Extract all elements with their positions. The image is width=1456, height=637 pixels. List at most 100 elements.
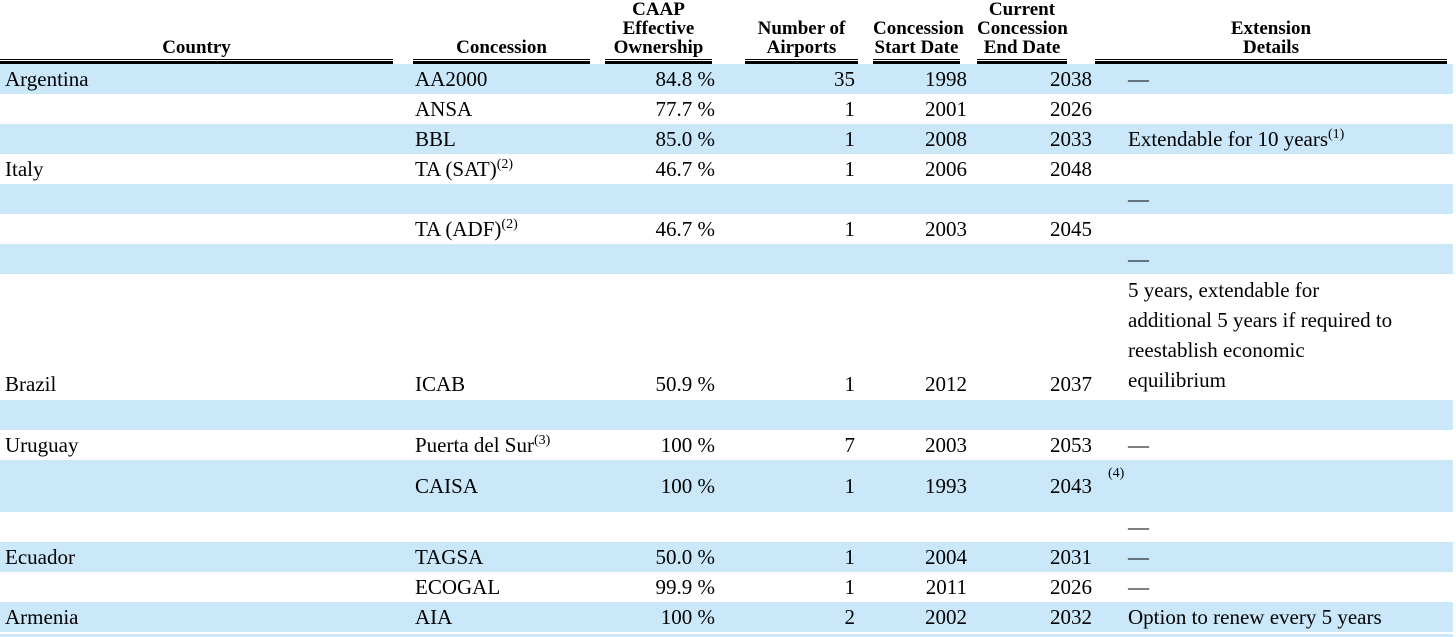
cell-extension: [1095, 460, 1453, 512]
cell-concession: Puerta del Sur(3): [415, 433, 551, 457]
cell-country: [0, 460, 406, 512]
cell-extension: [1095, 400, 1453, 430]
cell-airports: 1: [844, 575, 856, 599]
column-header-ownership-label: CAAP Effective Ownership: [613, 0, 704, 58]
column-header-extension: Extension Details: [1095, 0, 1453, 64]
column-header-extension-label: Extension Details: [1230, 18, 1312, 58]
cell-end-date: 2048: [1050, 157, 1092, 181]
cell-ownership: 100 %: [660, 605, 715, 629]
cell-end-date: 2031: [1050, 545, 1092, 569]
cell-airports: 1: [844, 97, 856, 121]
cell-start-date: 2006: [925, 157, 967, 181]
header-rule: [1095, 59, 1447, 60]
cell-extension: —: [1128, 67, 1149, 91]
cell-airports: 1: [844, 127, 856, 151]
cell-extension: —: [1128, 575, 1149, 599]
table-row: Uruguay Puerta del Sur(3) 100 % 7 2003 2…: [0, 430, 1453, 460]
cell-country: Armenia: [5, 605, 79, 629]
cell-start-date: [873, 184, 977, 214]
cell-country: [0, 244, 406, 274]
cell-end-date: [977, 512, 1095, 542]
header-row: Country Concession CAAP Effective Owners…: [0, 0, 1453, 64]
cell-end-date: 2043 (4): [1050, 466, 1125, 499]
cell-ownership: 84.8 %: [655, 67, 716, 91]
cell-airports: [730, 512, 873, 542]
cell-end-date: [977, 244, 1095, 274]
cell-extension: Option to renew every 5 years: [1128, 605, 1382, 629]
cell-airports: 2: [844, 605, 856, 629]
cell-airports: 7: [844, 433, 856, 457]
cell-ownership: 77.7 %: [655, 97, 716, 121]
cell-extension: —: [1128, 515, 1149, 539]
table-row: Italy TA (SAT)(2) 46.7 % 1 2006 2048: [0, 154, 1453, 184]
cell-end-date: 2037: [1050, 372, 1092, 396]
cell-extension: —: [1128, 433, 1149, 457]
cell-airports: 35: [834, 67, 855, 91]
cell-ownership: 100 %: [660, 433, 715, 457]
cell-country: Italy: [5, 157, 44, 181]
cell-ownership: [590, 512, 730, 542]
column-header-start-date: Concession Start Date: [873, 0, 977, 64]
cell-start-date: 1998: [925, 67, 967, 91]
cell-airports: 1: [844, 157, 856, 181]
table-row: ANSA 77.7 % 1 2001 2026: [0, 94, 1453, 124]
cell-concession: CAISA: [415, 474, 479, 498]
cell-airports: [730, 184, 873, 214]
cell-ownership: 99.9 %: [655, 575, 716, 599]
cell-end-date: 2032: [1050, 605, 1092, 629]
cell-concession: TA (ADF)(2): [415, 217, 518, 241]
cell-start-date: 2008: [925, 127, 967, 151]
table-row: —: [0, 512, 1453, 542]
cell-ownership: 100 %: [660, 474, 715, 498]
partial-next-row-highlight: [0, 634, 1453, 637]
table-row: Brazil ICAB 50.9 % 1 2012 2037 5 years, …: [0, 274, 1453, 400]
cell-extension: 5 years, extendable for additional 5 yea…: [1128, 278, 1393, 392]
cell-ownership: 50.0 %: [655, 545, 716, 569]
cell-ownership: 46.7 %: [655, 217, 716, 241]
cell-airports: [730, 400, 873, 430]
cell-ownership: [590, 244, 730, 274]
cell-concession: AA2000: [415, 67, 488, 91]
cell-start-date: 2003: [925, 433, 967, 457]
table-row: Argentina AA2000 84.8 % 35 1998 2038 —: [0, 64, 1453, 94]
cell-start-date: 2002: [925, 605, 967, 629]
footnote-ref: (1): [1328, 127, 1345, 142]
cell-airports: 1: [844, 217, 856, 241]
cell-concession: ICAB: [415, 372, 466, 396]
cell-extension: —: [1128, 247, 1149, 271]
cell-country: [0, 400, 406, 430]
cell-country: [0, 572, 406, 602]
cell-country: Uruguay: [5, 433, 79, 457]
column-header-ownership: CAAP Effective Ownership: [590, 0, 730, 64]
table-row: TA (ADF)(2) 46.7 % 1 2003 2045: [0, 214, 1453, 244]
cell-country: [0, 512, 406, 542]
cell-ownership: 50.9 %: [655, 372, 716, 396]
cell-concession: [406, 244, 590, 274]
cell-extension: [1095, 154, 1453, 184]
cell-concession: ECOGAL: [415, 575, 501, 599]
header-rule: [873, 59, 960, 60]
cell-airports: [730, 244, 873, 274]
table-row: Armenia AIA 100 % 2 2002 2032 Option to …: [0, 602, 1453, 632]
cell-start-date: 2012: [925, 372, 967, 396]
cell-ownership: 46.7 %: [655, 157, 716, 181]
column-header-country: Country: [0, 0, 406, 64]
table-row: ECOGAL 99.9 % 1 2011 2026 —: [0, 572, 1453, 602]
table-row: CAISA 100 % 1 1993 2043 (4): [0, 460, 1453, 512]
table-row: —: [0, 184, 1453, 214]
footnote-ref: (2): [496, 157, 514, 172]
column-header-end-date: Current Concession End Date: [977, 0, 1095, 64]
cell-end-date: 2053: [1050, 433, 1092, 457]
cell-country: [0, 94, 406, 124]
column-header-country-label: Country: [162, 37, 231, 58]
cell-start-date: 2003: [925, 217, 967, 241]
cell-start-date: [873, 244, 977, 274]
column-header-concession: Concession: [406, 0, 590, 64]
footnote-ref: (2): [501, 217, 518, 232]
cell-country: Ecuador: [5, 545, 75, 569]
cell-start-date: 1993: [925, 474, 967, 498]
cell-ownership: [590, 400, 730, 430]
cell-concession: TA (SAT)(2): [415, 157, 514, 181]
cell-end-date: 2045: [1050, 217, 1092, 241]
table-row: [0, 400, 1453, 430]
